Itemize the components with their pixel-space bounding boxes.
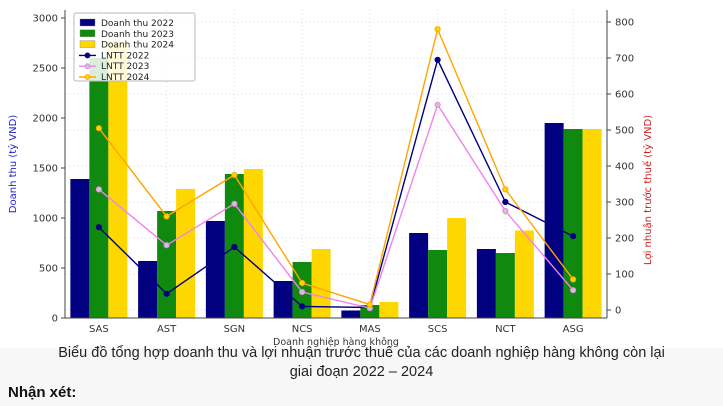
marker-lntt-2024-MAS [366,301,373,308]
marker-lntt-2022-NCS [299,303,306,310]
marker-lntt-2023-ASG [570,287,577,294]
bar-doanh-thu-2024-NCS [311,249,331,318]
legend-swatch [79,18,96,27]
right-tick-label: 600 [615,90,634,101]
bar-doanh-thu-2022-NCT [476,249,496,318]
bar-doanh-thu-2022-AST [138,261,158,318]
legend-label: LNTT 2024 [101,73,150,83]
bar-doanh-thu-2024-MAS [379,302,399,318]
x-tick-label: SGN [224,324,246,335]
marker-lntt-2022-SCS [434,56,441,63]
marker-lntt-2024-AST [163,213,170,220]
marker-lntt-2022-NCT [502,198,509,206]
legend-label: LNTT 2023 [101,62,149,72]
legend-label: Doanh thu 2023 [101,30,174,40]
chart-caption: Biểu đồ tổng hợp doanh thu và lợi nhuận … [0,344,723,382]
marker-lntt-2022-SGN [231,243,238,251]
combo-chart: 0 500 1000 1500 2000 2500 3000 0 100 200 300 400 500… [7,10,654,348]
line-lntt-2023 [98,103,574,310]
bar-doanh-thu-2023-MAS [360,305,380,318]
left-tick-label: 2000 [33,114,58,125]
x-tick-label: ASG [563,324,584,335]
bar-doanh-thu-2023-AST [157,211,177,318]
right-tick-label: 700 [615,54,634,65]
marker-lntt-2023-NCS [299,288,306,296]
bar-doanh-thu-2024-SGN [243,169,263,318]
left-tick-label: 0 [52,314,58,325]
right-tick-label: 300 [615,198,634,209]
left-tick-label: 2500 [33,64,58,75]
marker-lntt-2023-SGN [231,200,238,207]
x-tick-label: SAS [89,324,109,335]
right-tick-label: 0 [615,306,621,317]
bar-doanh-thu-2023-ASG [563,129,583,318]
bar-doanh-thu-2022-SGN [205,221,225,318]
marker-lntt-2023-AST [163,242,170,249]
right-tick-label: 200 [615,234,634,245]
left-tick-label: 1500 [33,164,58,175]
x-tick-label: SCS [428,324,448,335]
right-tick-label: 800 [615,18,634,29]
line-lntt-2022 [98,57,574,309]
x-axis-label: Doanh nghiệp hàng không [273,337,399,348]
bar-doanh-thu-2023-NCT [495,253,515,318]
marker-lntt-2022-AST [163,290,170,297]
right-tick-label: 500 [615,126,634,137]
left-tick-label: 500 [39,264,58,275]
legend-marker [84,74,91,80]
bar-doanh-thu-2022-SCS [409,233,429,318]
marker-lntt-2024-NCT [502,186,509,193]
marker-lntt-2024-ASG [570,276,577,283]
bar-doanh-thu-2024-SCS [447,218,467,318]
bar-doanh-thu-2023-SCS [428,250,448,318]
bar-doanh-thu-2022-SAS [70,179,90,318]
legend-swatch [79,29,96,37]
note-label: Nhận xét: [8,384,77,401]
legend-swatch [79,40,96,48]
legend-label: Doanh thu 2022 [101,19,174,29]
marker-lntt-2024-SGN [231,171,238,179]
left-tick-label: 1000 [33,214,58,225]
marker-lntt-2022-SAS [95,224,102,231]
x-tick-label: MAS [359,324,381,335]
bar-doanh-thu-2024-SAS [108,42,128,318]
line-lntt-2024 [98,26,574,306]
marker-lntt-2024-SAS [95,125,102,132]
right-axis-label: Lợi nhuận trước thuế (tỷ VND) [642,115,654,265]
right-tick-label: 400 [615,162,634,173]
bar-doanh-thu-2022-MAS [341,310,361,318]
bar-doanh-thu-2022-NCS [273,281,293,318]
chart-legend [73,12,196,82]
marker-lntt-2024-NCS [299,279,306,287]
caption-line-2: giai đoạn 2022 – 2024 [289,364,434,380]
legend-label: LNTT 2022 [101,51,149,61]
chart-figure: 0 500 1000 1500 2000 2500 3000 0 100 200 300 400 500… [7,10,654,348]
caption-line-1: Biểu đồ tổng hợp doanh thu và lợi nhuận … [58,345,665,361]
bar-doanh-thu-2024-NCT [514,230,534,318]
marker-lntt-2023-NCT [502,207,509,215]
bar-doanh-thu-2024-ASG [582,129,602,318]
left-axis-label: Doanh thu (tỷ VND) [7,115,19,214]
bar-doanh-thu-2022-ASG [544,123,564,318]
legend-marker [84,52,91,59]
marker-lntt-2023-SCS [434,101,441,108]
marker-lntt-2022-ASG [570,233,577,240]
marker-lntt-2023-SAS [95,186,102,193]
left-tick-label: 3000 [33,14,58,25]
legend-label: Doanh thu 2024 [101,41,174,51]
x-tick-label: AST [157,324,177,335]
x-tick-label: NCS [292,324,313,335]
marker-lntt-2024-SCS [434,26,441,33]
bar-doanh-thu-2024-AST [176,189,196,318]
x-tick-label: NCT [495,324,516,335]
legend-marker [84,63,91,70]
right-tick-label: 100 [615,270,634,281]
